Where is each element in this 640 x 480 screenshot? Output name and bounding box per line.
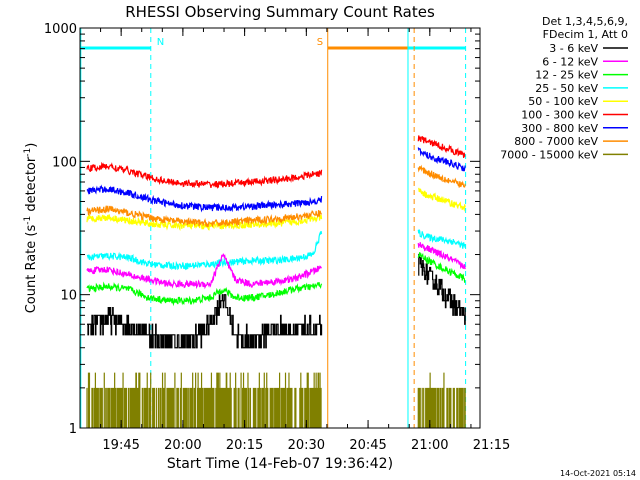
footer-date: 14-Oct-2021 05:14 [560, 469, 636, 478]
x-tick-label-5: 21:00 [411, 438, 448, 453]
series-5-segment-a [86, 161, 323, 190]
series-0-segment-a [87, 294, 323, 349]
x-tick-label-3: 20:30 [288, 438, 325, 453]
x-tick-label-0: 19:45 [102, 438, 139, 453]
legend-label-4: 50 - 100 keV [528, 95, 598, 108]
series-1 [86, 242, 466, 290]
series-8-segment-a [86, 372, 322, 428]
x-tick-label-2: 20:15 [226, 438, 263, 453]
y-tick-label-1: 10 [60, 289, 77, 304]
series-0 [87, 253, 466, 349]
series-0-segment-b [418, 253, 466, 325]
y-tick-label-3: 1000 [44, 22, 77, 37]
x-tick-label-1: 20:00 [164, 438, 201, 453]
series-8-segment-b [417, 372, 466, 428]
legend-label-2: 12 - 25 keV [535, 69, 598, 82]
legend-header-2: FDecim 1, Att 0 [543, 28, 628, 41]
legend-header-1: Det 1,3,4,5,6,9, [542, 15, 628, 28]
series-5-segment-b [417, 135, 466, 159]
y-tick-label-0: 1 [69, 422, 77, 437]
legend-label-5: 100 - 300 keV [521, 109, 598, 122]
series-6 [86, 147, 466, 213]
series-1-segment-b [417, 242, 466, 270]
series-6-segment-b [417, 147, 466, 172]
y-label-main: Count Rate (s [24, 225, 39, 314]
legend-label-6: 300 - 800 keV [521, 122, 598, 135]
y-label-sup2: -1 [23, 148, 33, 157]
legend: Det 1,3,4,5,6,9, FDecim 1, Att 0 3 - 6 k… [500, 15, 628, 161]
plot-frame [79, 27, 481, 429]
series-7-segment-b [417, 164, 466, 188]
annotation-n: N [157, 37, 164, 48]
series-layer [86, 135, 466, 428]
series-4-segment-b [418, 187, 466, 212]
legend-label-3: 25 - 50 keV [535, 82, 598, 95]
y-axis-label: Count Rate (s-1 detector-1) [23, 143, 39, 314]
series-6-segment-a [86, 184, 323, 213]
legend-label-0: 3 - 6 keV [549, 42, 598, 55]
series-2-segment-b [417, 252, 466, 283]
y-label-sup1: -1 [23, 216, 33, 225]
series-1-segment-a [86, 252, 323, 290]
series-3-segment-b [417, 228, 466, 249]
x-tick-label-6: 21:15 [473, 438, 510, 453]
series-3 [86, 228, 466, 271]
series-5 [86, 135, 466, 190]
chart-title: RHESSI Observing Summary Count Rates [125, 3, 435, 21]
legend-label-8: 7000 - 15000 keV [500, 148, 598, 161]
y-label-end: ) [24, 143, 39, 148]
legend-label-7: 800 - 7000 keV [514, 135, 598, 148]
series-7-segment-a [86, 205, 323, 227]
series-2-segment-a [86, 281, 323, 307]
y-label-mid: detector [24, 156, 39, 216]
x-axis: 19:45 20:00 20:15 20:30 20:45 21:00 21:15 [100, 28, 510, 453]
x-axis-label: Start Time (14-Feb-07 19:36:42) [167, 456, 393, 472]
annotation-s: S [317, 37, 323, 48]
y-axis: 1 10 100 1000 [44, 22, 480, 437]
x-tick-label-4: 20:45 [349, 438, 386, 453]
series-8 [86, 372, 466, 428]
y-tick-label-2: 100 [52, 155, 77, 170]
legend-label-1: 6 - 12 keV [542, 55, 598, 68]
series-2 [86, 252, 466, 307]
series-3-segment-a [86, 230, 323, 271]
series-7 [86, 164, 466, 227]
